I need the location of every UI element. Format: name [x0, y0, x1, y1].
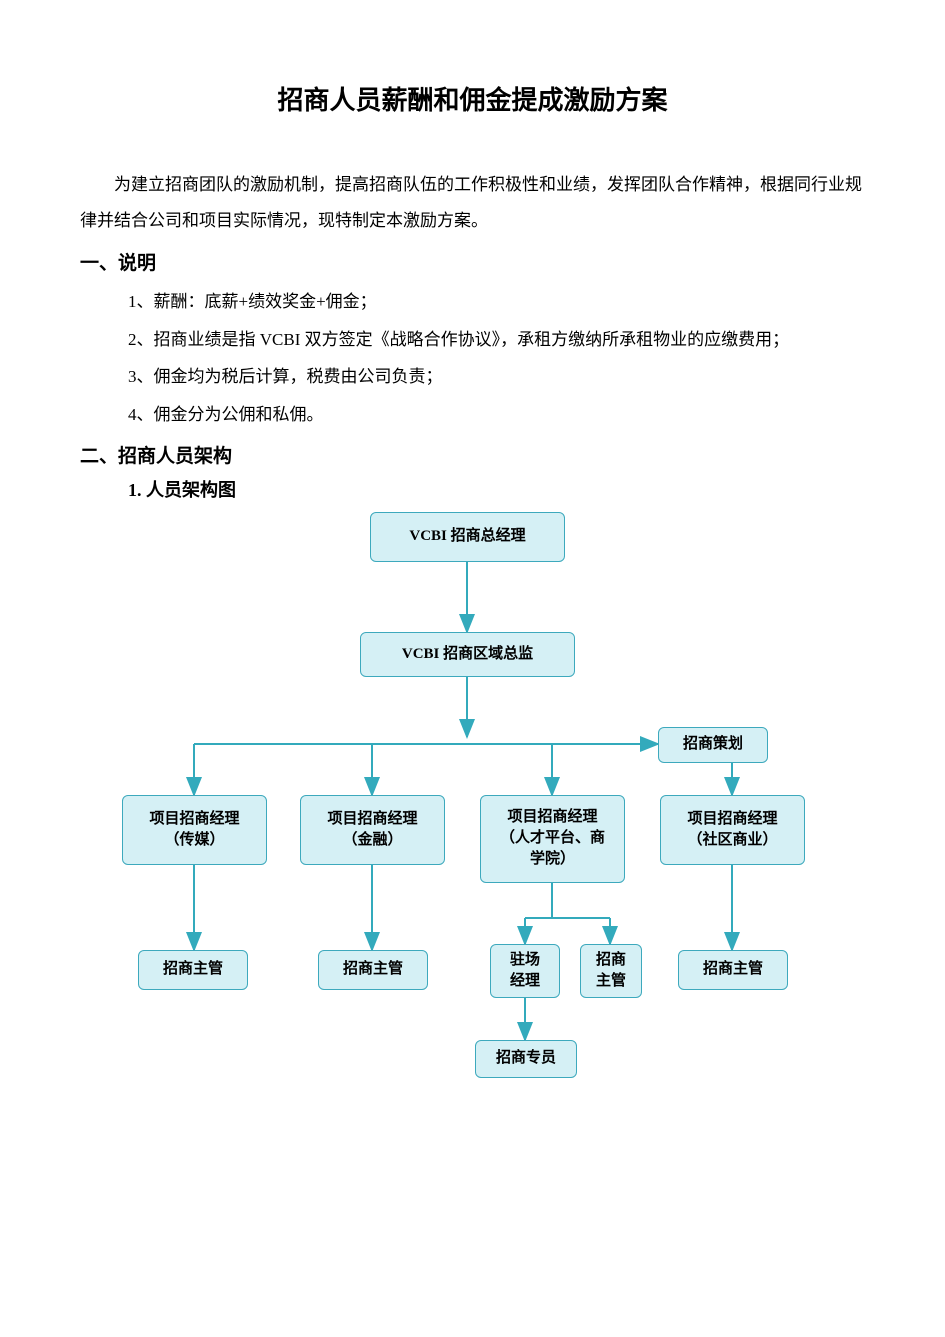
org-node-gm: VCBI 招商总经理 — [370, 512, 565, 562]
org-node-mgr4: 项目招商经理（社区商业） — [660, 795, 805, 865]
org-node-spec: 招商专员 — [475, 1040, 577, 1078]
page-title: 招商人员薪酬和佣金提成激励方案 — [80, 80, 865, 117]
section2-subheading: 1. 人员架构图 — [128, 476, 865, 502]
org-node-station: 驻场经理 — [490, 944, 560, 998]
section2-heading: 二、招商人员架构 — [80, 441, 865, 468]
org-node-mgr2: 项目招商经理（金融） — [300, 795, 445, 865]
org-node-mgr3: 项目招商经理（人才平台、商学院） — [480, 795, 625, 883]
org-chart: VCBI 招商总经理 VCBI 招商区域总监招商策划项目招商经理（传媒） 项目招商经… — [80, 512, 860, 1132]
section1-item: 3、佣金均为税后计算，税费由公司负责； — [128, 358, 865, 395]
org-node-planning: 招商策划 — [658, 727, 768, 763]
org-node-sup4: 招商主管 — [678, 950, 788, 990]
section1-item: 4、佣金分为公佣和私佣。 — [128, 396, 865, 433]
org-node-director: VCBI 招商区域总监 — [360, 632, 575, 677]
org-node-sup1: 招商主管 — [138, 950, 248, 990]
intro-paragraph: 为建立招商团队的激励机制，提高招商队伍的工作积极性和业绩，发挥团队合作精神，根据… — [80, 167, 865, 238]
org-node-mgr1: 项目招商经理（传媒） — [122, 795, 267, 865]
section1-heading: 一、说明 — [80, 248, 865, 275]
org-node-sup2: 招商主管 — [318, 950, 428, 990]
org-node-sup3: 招商主管 — [580, 944, 642, 998]
section1-item: 2、招商业绩是指 VCBI 双方签定《战略合作协议》，承租方缴纳所承租物业的应缴… — [128, 321, 865, 358]
section1-item: 1、薪酬：底薪+绩效奖金+佣金； — [128, 283, 865, 320]
